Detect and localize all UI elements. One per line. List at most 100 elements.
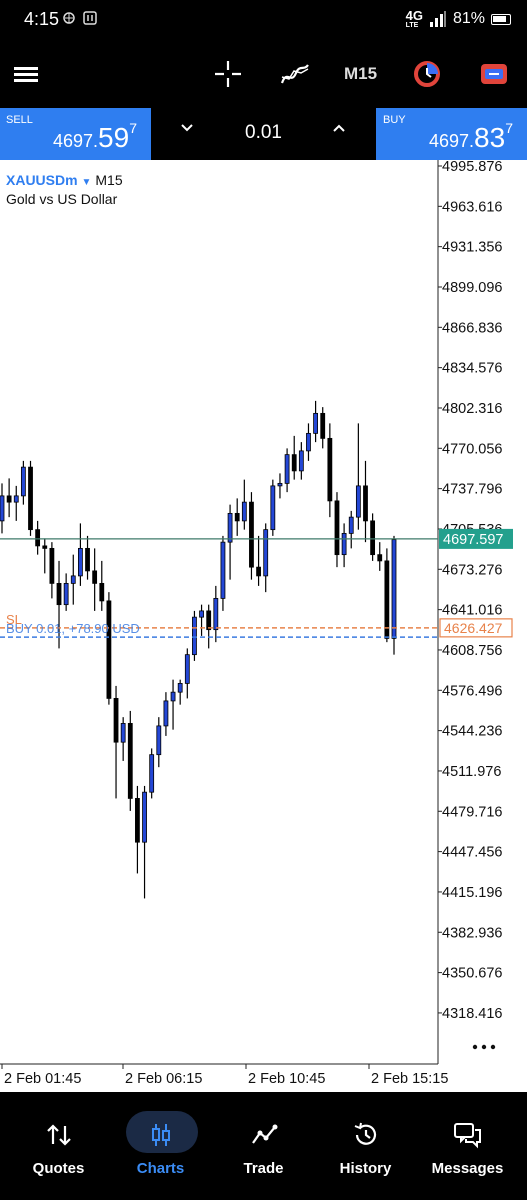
buy-label: BUY xyxy=(383,114,406,126)
nav-history[interactable]: History xyxy=(313,1092,418,1200)
indicators-icon[interactable] xyxy=(278,58,312,90)
chevron-up-icon xyxy=(333,124,345,132)
price-tick-label: 4931.356 xyxy=(442,240,502,256)
price-chart[interactable]: 4995.876 4963.616 4931.356 4899.096 4866.836… xyxy=(0,159,527,1092)
candle-body xyxy=(13,495,19,503)
candle-body xyxy=(306,432,311,452)
crosshair-icon[interactable] xyxy=(212,58,244,90)
price-tick-label: 4866.836 xyxy=(442,320,502,336)
candle-body xyxy=(227,512,233,543)
candle-body xyxy=(291,454,297,472)
nav-charts[interactable]: Charts xyxy=(108,1092,213,1200)
candle xyxy=(156,717,162,768)
time-tick-label: 2 Feb 15:15 xyxy=(371,1071,448,1087)
candle xyxy=(377,542,383,571)
current-price-label: 4697.597 xyxy=(443,532,503,548)
price-tick-label: 4995.876 xyxy=(442,160,502,175)
candle-body xyxy=(341,532,347,556)
lot-size-value[interactable]: 0.01 xyxy=(245,122,282,143)
candle xyxy=(6,478,12,518)
candle-body xyxy=(156,725,162,756)
menu-icon[interactable] xyxy=(12,58,40,90)
candle xyxy=(99,560,105,611)
candle-body xyxy=(42,545,48,549)
candle-body xyxy=(199,610,204,618)
candle-body xyxy=(263,529,269,577)
candle-body xyxy=(70,575,76,584)
candle-body xyxy=(85,547,90,572)
candle-body xyxy=(99,582,105,602)
candle-body xyxy=(206,610,212,631)
charts-icon xyxy=(108,1120,213,1150)
candle-body xyxy=(127,723,133,799)
candle xyxy=(163,692,169,736)
price-tick-label: 4318.416 xyxy=(442,1006,502,1022)
candle-body xyxy=(241,501,247,522)
candle xyxy=(306,423,311,461)
candle-body xyxy=(220,541,226,599)
candle xyxy=(341,523,347,568)
sell-label: SELL xyxy=(6,114,33,126)
candle-body xyxy=(334,500,340,556)
candle-body xyxy=(270,485,276,531)
candle xyxy=(391,535,397,655)
candle xyxy=(213,585,219,643)
candle-body xyxy=(327,437,333,502)
sell-button[interactable]: SELL 4697.597 xyxy=(0,108,151,160)
candle-body xyxy=(256,566,261,577)
current-price-tag xyxy=(439,528,513,549)
more-options-icon[interactable] xyxy=(472,1044,496,1050)
notification-icon xyxy=(63,11,97,25)
price-tick-label: 4447.456 xyxy=(442,845,502,861)
candle xyxy=(106,592,112,705)
nav-trade[interactable]: Trade xyxy=(211,1092,316,1200)
decrease-lot-button[interactable] xyxy=(179,120,195,141)
candle-body xyxy=(320,412,326,439)
symbol-label[interactable]: XAUUSDm ▼ M15 xyxy=(6,172,123,188)
quotes-icon xyxy=(6,1120,111,1150)
signal-icon xyxy=(429,11,446,27)
candle xyxy=(256,535,261,586)
nav-messages[interactable]: Messages xyxy=(415,1092,520,1200)
candle xyxy=(149,748,155,799)
candle xyxy=(127,710,133,811)
candle-body xyxy=(149,754,155,793)
candle xyxy=(277,473,283,499)
candle-body xyxy=(384,560,390,639)
one-click-trading-icon[interactable] xyxy=(412,58,442,90)
nav-quotes[interactable]: Quotes xyxy=(6,1092,111,1200)
candle xyxy=(113,685,119,799)
buy-button[interactable]: BUY 4697.837 xyxy=(376,108,527,160)
candle xyxy=(284,448,290,493)
time-tick-label: 2 Feb 01:45 xyxy=(4,1071,81,1087)
candle xyxy=(220,535,226,611)
candle xyxy=(348,510,354,549)
candle-body xyxy=(49,547,55,584)
chart-type-icon[interactable] xyxy=(478,58,510,90)
price-tick-label: 4641.016 xyxy=(442,603,502,619)
candle-body xyxy=(78,547,83,577)
price-tick-label: 4608.756 xyxy=(442,643,502,659)
candle xyxy=(206,604,212,649)
stop-loss-tag: SL xyxy=(6,612,22,627)
candle-body xyxy=(177,683,183,693)
candle xyxy=(241,479,247,530)
candle xyxy=(63,573,69,611)
candle xyxy=(298,442,304,480)
trade-icon xyxy=(211,1120,316,1150)
sell-price: 4697.597 xyxy=(53,120,137,153)
price-tick-label: 4963.616 xyxy=(442,199,502,215)
candle-body xyxy=(363,485,368,522)
price-tick-label: 4673.276 xyxy=(442,562,502,578)
chart-canvas[interactable]: 4995.876 4963.616 4931.356 4899.096 4866.836… xyxy=(0,159,527,1092)
timeframe-selector[interactable]: M15 xyxy=(344,64,378,83)
position-tag: BUY 0.01, +78.90 USD xyxy=(6,621,140,636)
candle-body xyxy=(28,466,33,531)
candle xyxy=(313,400,319,443)
candle-body xyxy=(120,723,126,743)
candle xyxy=(42,538,48,574)
increase-lot-button[interactable] xyxy=(331,120,347,141)
candle xyxy=(320,407,326,449)
candle-body xyxy=(192,616,197,656)
stop-loss-price-tag xyxy=(439,618,513,638)
